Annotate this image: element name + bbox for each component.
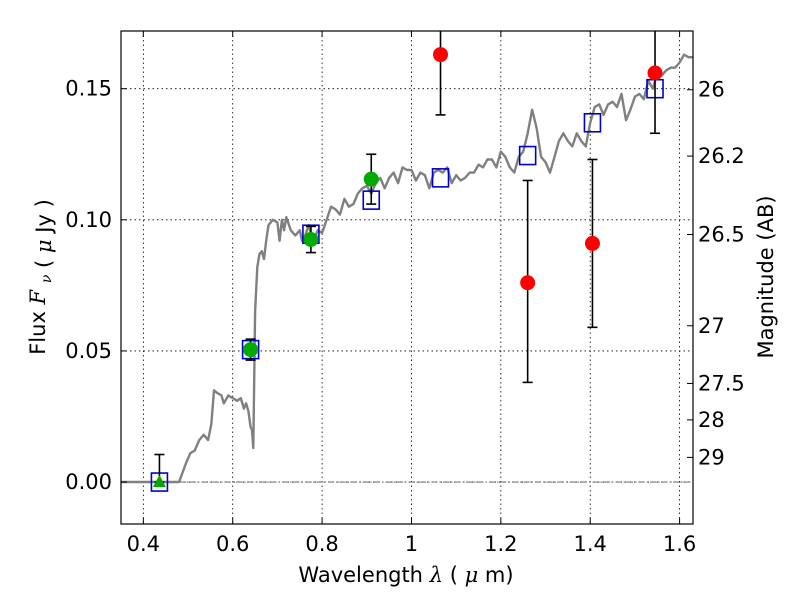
x-tick-label: 1 [405,532,418,556]
y2-tick-label: 27.5 [698,371,745,395]
x-axis-title: Wavelength λ ( μ m) [298,563,513,587]
upper-limit-triangle [152,475,166,488]
x-tick-label: 0.6 [216,532,249,556]
y-axis-title-unit-open: ( [32,260,56,268]
observed-point-red [647,65,663,81]
y-axis-title-prefix: Flux [26,311,50,355]
x-axis: 0.4 0.6 0.8 1 1.2 1.4 1.6 [127,31,696,556]
model-spectrum-line [121,53,693,484]
x-axis-title-prefix: Wavelength [298,563,423,587]
plot-frame [120,30,694,525]
observed-point-green [303,231,319,247]
observed-point-red [520,275,536,291]
x-tick-label: 0.4 [127,532,160,556]
y-axis: 0.00 0.05 0.10 0.15 [65,77,127,494]
model-photometry-square [518,145,537,166]
observed-point-red [584,235,600,251]
x-tick-label: 1.4 [574,532,607,556]
x-tick-label: 0.8 [305,532,338,556]
y2-tick-label: 28 [698,408,725,432]
y-tick-label: 0.00 [65,470,112,494]
y-axis-title-unit-rest: Jy [32,214,56,235]
y2-tick-label: 29 [698,445,725,469]
x-axis-title-symbol: λ [429,563,443,587]
y2-axis-title: Magnitude (AB) [754,195,778,358]
y-tick-label: 0.05 [65,339,112,363]
observed-point-red [433,47,449,63]
x-axis-title-unit-rest: m) [485,563,514,587]
y2-tick-label: 27 [698,314,725,338]
model-photometry-square [583,112,602,133]
y-axis-title-unit-mu: μ [32,239,56,253]
y2-tick-label: 26.5 [698,222,745,246]
y-axis-title: Flux F ν ( μ Jy ) [26,199,56,355]
y2-tick-label: 26.2 [698,144,745,168]
y-axis-title-symbol: F [26,288,50,305]
y-axis-title-unit-close: ) [32,199,56,207]
y-axis-title-sub: ν [39,274,55,283]
observed-point-green [363,171,379,187]
x-tick-label: 1.2 [484,532,517,556]
y2-axis: 26 26.2 26.5 27 27.5 28 29 [687,78,745,469]
plot-area [121,31,693,492]
plot-inner [121,31,693,492]
y-tick-label: 0.15 [65,77,112,101]
x-tick-label: 1.6 [663,532,696,556]
grid [121,31,693,524]
x-axis-title-unit-mu: μ [465,563,479,587]
x-axis-title-unit-open: ( [450,563,458,587]
y-tick-label: 0.10 [65,208,112,232]
y2-tick-label: 26 [698,78,725,102]
observed-point-green [243,342,259,358]
model-photometry-square [431,168,450,188]
